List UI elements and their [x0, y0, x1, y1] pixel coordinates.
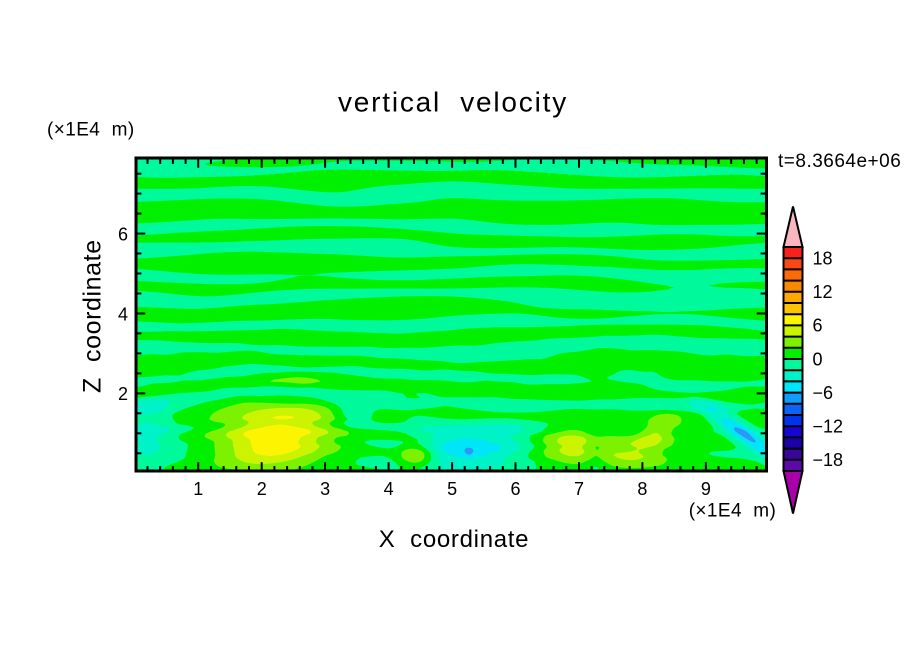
- svg-text:6: 6: [813, 316, 823, 336]
- svg-text:6: 6: [118, 224, 128, 244]
- svg-text:(×1E4 m): (×1E4 m): [47, 120, 135, 141]
- svg-text:t=8.3664e+06: t=8.3664e+06: [778, 151, 901, 172]
- svg-text:X coordinate: X coordinate: [379, 526, 530, 553]
- svg-text:6: 6: [510, 479, 520, 499]
- svg-text:−18: −18: [813, 450, 844, 470]
- svg-text:vertical velocity: vertical velocity: [338, 87, 568, 118]
- svg-text:4: 4: [118, 304, 128, 324]
- svg-text:0: 0: [813, 349, 823, 369]
- svg-text:9: 9: [701, 479, 711, 499]
- svg-text:8: 8: [637, 479, 647, 499]
- svg-text:Z coordinate: Z coordinate: [79, 239, 107, 393]
- svg-text:12: 12: [813, 282, 833, 302]
- svg-text:18: 18: [813, 249, 833, 269]
- svg-text:7: 7: [574, 479, 584, 499]
- svg-text:2: 2: [118, 384, 128, 404]
- svg-text:−12: −12: [813, 417, 844, 437]
- svg-text:5: 5: [447, 479, 457, 499]
- svg-text:−6: −6: [813, 383, 834, 403]
- svg-text:(×1E4 m): (×1E4 m): [689, 501, 777, 522]
- svg-text:2: 2: [257, 479, 267, 499]
- svg-text:1: 1: [193, 479, 203, 499]
- svg-text:4: 4: [384, 479, 394, 499]
- svg-text:3: 3: [320, 479, 330, 499]
